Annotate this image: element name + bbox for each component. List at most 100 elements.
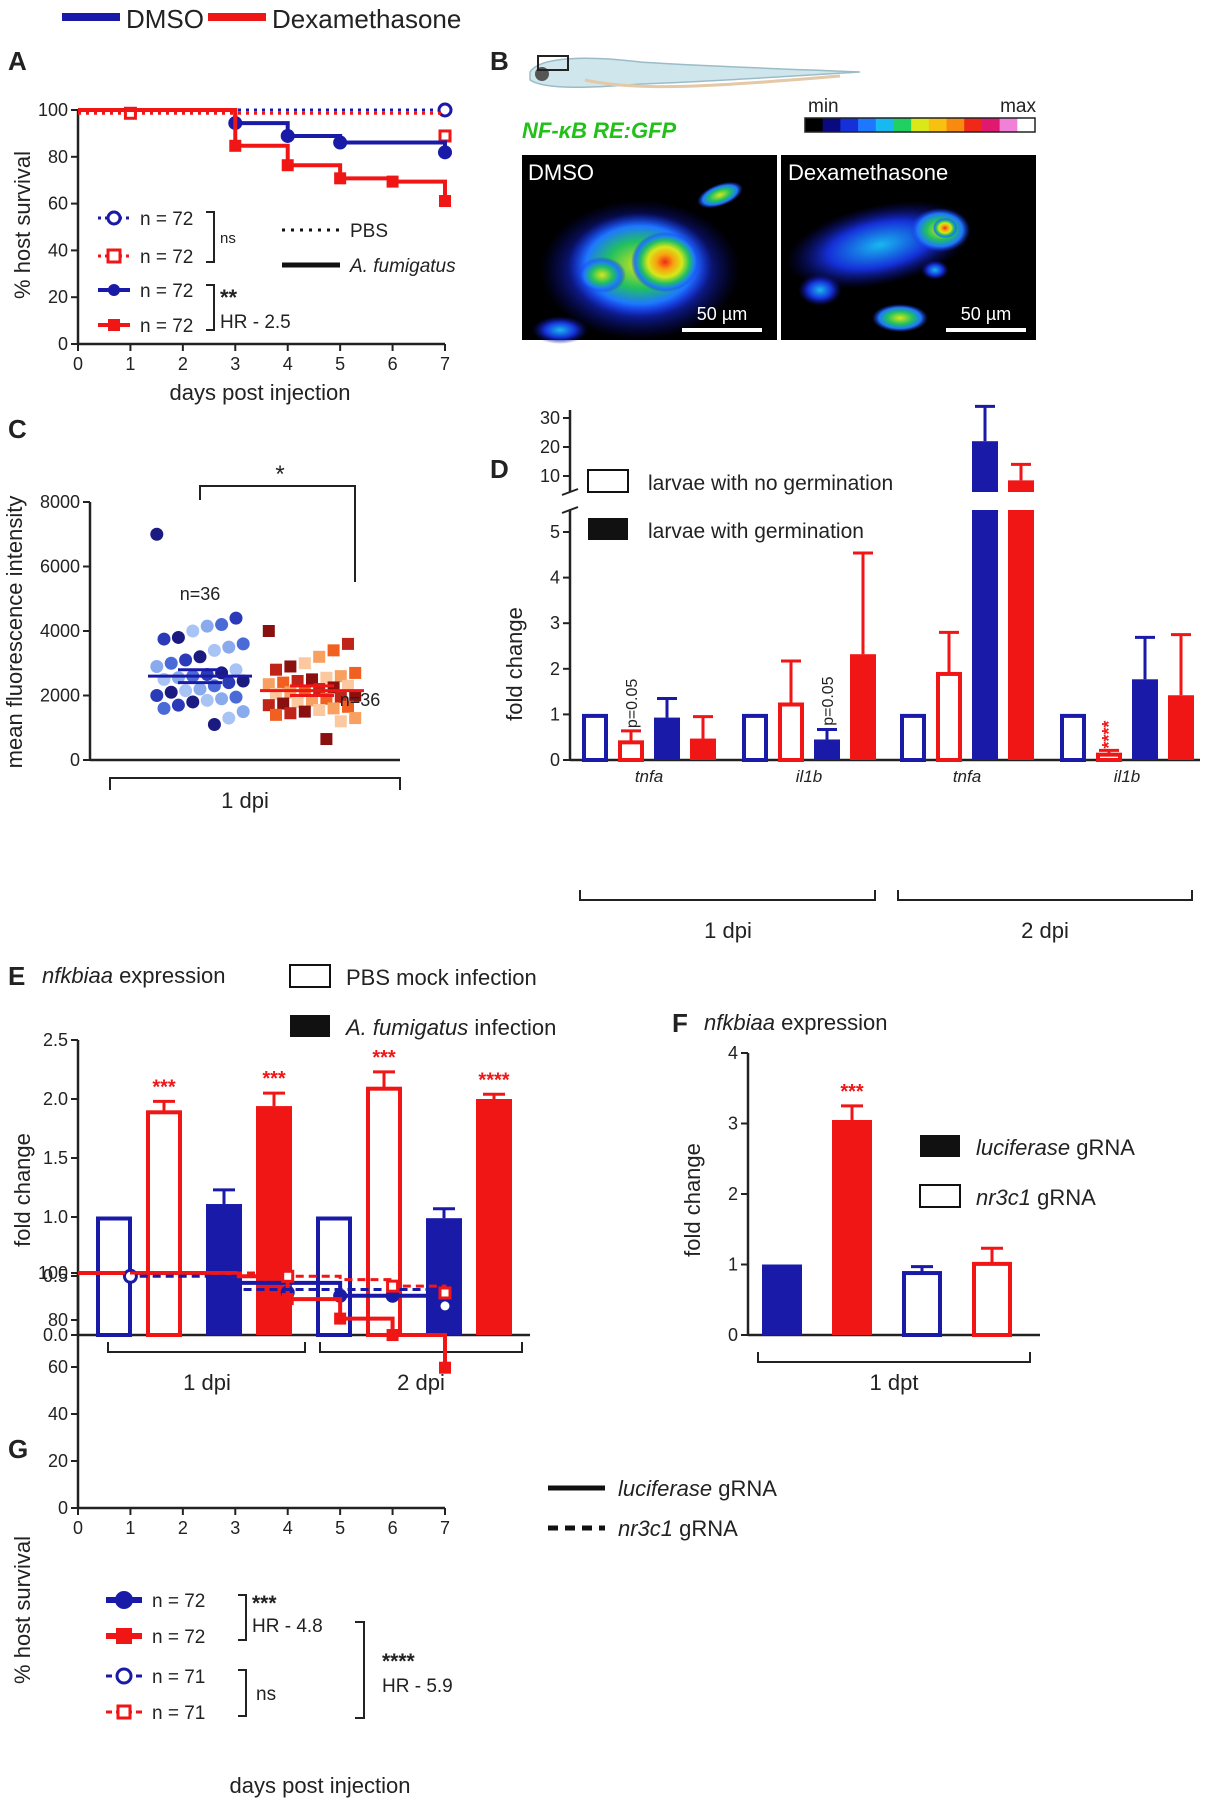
panel-letter-f: F (672, 1008, 688, 1038)
y-tick-label: 20 (48, 287, 68, 307)
y-tick-label: 80 (48, 147, 68, 167)
scatter-point (236, 674, 250, 688)
panel-f: F nfkbiaa expression 0 1 2 3 4 *** fold chan… (672, 1008, 1135, 1395)
scatter-point (298, 705, 311, 718)
panel-f-title: nfkbiaa expression (704, 1010, 887, 1035)
survival-curve (78, 108, 447, 202)
axis-break-mark (561, 506, 579, 514)
y-tick-label: 60 (48, 194, 68, 214)
y-tick-label: 10 (540, 466, 560, 486)
colormap-cell (1017, 118, 1036, 132)
panel-f-bracket (757, 1352, 1031, 1363)
colormap-cell (893, 118, 912, 132)
y-tick-label: 80 (48, 1310, 68, 1330)
colormap-cell (840, 118, 859, 132)
bar (972, 1261, 1012, 1338)
legend-g-n2: n = 72 (152, 1627, 205, 1648)
y-tick-label: 0 (58, 1498, 68, 1518)
bar (972, 441, 998, 760)
legend-n2: n = 72 (140, 247, 193, 268)
panel-letter-e: E (8, 961, 25, 991)
colormap-cell (858, 118, 877, 132)
legend-g-bracket-2 (238, 1669, 247, 1717)
panel-e-legend-open (289, 964, 331, 988)
legend-g-hr2: HR - 5.9 (382, 1676, 453, 1697)
y-tick-label: 6000 (40, 557, 80, 577)
x-tick-label: 2 (178, 354, 188, 374)
legend-g-hr1: HR - 4.8 (252, 1616, 323, 1637)
colormap-cell (999, 118, 1018, 132)
scatter-point (200, 693, 214, 707)
legend-n4: n = 72 (140, 316, 193, 337)
scatter-point (349, 689, 362, 702)
significance-label: **** (478, 1069, 509, 1091)
panel-d-timepoint-1: 1 dpi (704, 918, 752, 943)
colormap-cell (875, 118, 894, 132)
legend-g-bracket-1 (238, 1594, 247, 1641)
scatter-point (291, 674, 304, 687)
panel-d-legend-filled (588, 518, 628, 540)
bar (1060, 713, 1086, 763)
x-tick-label: 0 (73, 1518, 83, 1538)
scatter-point (215, 618, 229, 632)
group-label: tnfa (635, 767, 663, 786)
colormap-cell (805, 118, 824, 132)
significance-label: *** (262, 1068, 286, 1090)
bar (1168, 695, 1194, 760)
scatter-point (320, 671, 333, 684)
scatter-point (179, 684, 193, 698)
panel-c-sig: * (275, 461, 284, 488)
panel-letter-d: D (490, 454, 509, 484)
scatter-point (262, 678, 275, 691)
y-tick-label: 2000 (40, 686, 80, 706)
legend-g-luc-label: luciferase gRNA (618, 1476, 777, 1501)
y-tick-label: 2.5 (43, 1030, 68, 1050)
significance-label: *** (152, 1076, 176, 1098)
x-tick-label: 7 (440, 1518, 450, 1538)
legend-g-n1: n = 72 (152, 1591, 205, 1612)
bar (690, 738, 716, 760)
legend-n1: n = 72 (140, 209, 193, 230)
y-tick-label: 3 (550, 613, 560, 633)
legend-g-filled-square (116, 1628, 132, 1644)
data-point (386, 175, 399, 188)
bar (832, 1119, 872, 1335)
y-tick-label: 1.0 (43, 1207, 68, 1227)
data-point (386, 1279, 400, 1293)
scatter-point (327, 644, 340, 657)
panel-g-axes: 0 20 40 60 80 100 0 1 2 3 4 5 6 7 (38, 1263, 450, 1538)
panel-f-legend-open (919, 1184, 961, 1208)
panel-e-legend-filled-label: A. fumigatus infection (344, 1015, 556, 1040)
data-point (281, 1269, 295, 1283)
scatter-point (342, 679, 354, 692)
panel-f-legend-filled-label: luciferase gRNA (976, 1135, 1135, 1160)
y-tick-label: 40 (48, 240, 68, 260)
bar (1008, 480, 1034, 760)
bar (936, 671, 962, 762)
panel-c-xlabel: 1 dpi (221, 788, 269, 813)
cmap-min-label: min (808, 96, 839, 117)
scatter-point (207, 643, 221, 657)
scatter-point (298, 657, 311, 670)
x-tick-label: 7 (440, 354, 450, 374)
data-point (334, 172, 347, 185)
scatter-point (215, 692, 229, 706)
scatter-point (277, 697, 290, 710)
panel-letter-b: B (490, 46, 509, 76)
scatter-point (334, 670, 347, 683)
y-tick-label: 100 (38, 1263, 68, 1283)
scale-label-left: 50 µm (697, 304, 747, 324)
panel-letter-g: G (8, 1434, 28, 1464)
scatter-point (193, 682, 207, 696)
data-point (437, 102, 453, 118)
scatter-point (262, 699, 275, 712)
panel-f-ylabel: fold change (680, 1143, 705, 1257)
panel-a-legend: n = 72 n = 72 n = 72 n = 72 ns ** HR - 2… (98, 209, 456, 337)
legend-bracket-sig (206, 284, 215, 331)
colormap-cell (928, 118, 948, 132)
panel-c-sig-bracket (199, 485, 356, 582)
x-tick-label: 5 (335, 1518, 345, 1538)
x-tick-label: 6 (388, 354, 398, 374)
scatter-point (284, 660, 297, 673)
y-tick-label: 1.5 (43, 1148, 68, 1168)
